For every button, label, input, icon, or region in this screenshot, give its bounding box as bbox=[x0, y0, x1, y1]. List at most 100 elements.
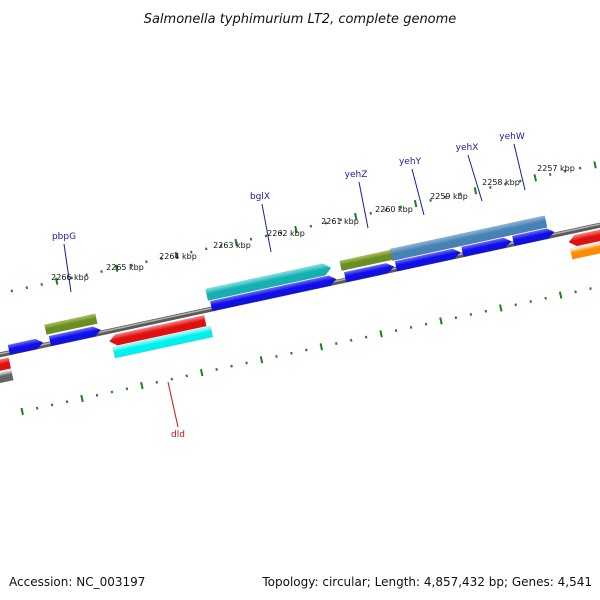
tick-mark bbox=[519, 179, 522, 183]
tick-mark bbox=[399, 205, 402, 209]
tick-label: 2261 kbp bbox=[321, 217, 359, 226]
tick-marks bbox=[10, 161, 597, 416]
tick-mark bbox=[35, 406, 39, 410]
feature-gene bbox=[205, 263, 332, 301]
tick-mark bbox=[558, 291, 563, 299]
tick-mark bbox=[563, 169, 567, 173]
tick-mark bbox=[593, 161, 597, 169]
tick-mark bbox=[100, 270, 103, 273]
tick-mark bbox=[170, 377, 174, 381]
tick-mark bbox=[215, 367, 218, 371]
tick-mark bbox=[140, 381, 144, 390]
tick-mark bbox=[190, 250, 193, 254]
tick-mark bbox=[589, 287, 592, 291]
genome-summary: Topology: circular; Length: 4,857,432 bp… bbox=[261, 575, 592, 589]
tick-mark bbox=[25, 286, 29, 290]
tick-label: 2266 kbp bbox=[51, 273, 89, 282]
gene-label-yehW: yehW bbox=[499, 132, 525, 142]
tick-mark bbox=[484, 309, 488, 313]
gene-leader-line bbox=[261, 203, 272, 253]
tick-labels: 2257 kbp 2258 kbp 2259 kbp 2260 kbp 2261 kbp… bbox=[51, 164, 575, 282]
feature-gene bbox=[568, 225, 600, 247]
tick-mark bbox=[174, 251, 179, 259]
tick-mark bbox=[65, 400, 69, 404]
tick-mark bbox=[145, 260, 148, 264]
tick-mark bbox=[548, 173, 552, 176]
tick-mark bbox=[394, 329, 398, 333]
tick-mark bbox=[319, 343, 324, 351]
tick-mark bbox=[290, 351, 293, 355]
feature-gene bbox=[44, 313, 98, 335]
tick-label: 2265 kbp bbox=[106, 263, 144, 272]
tick-mark bbox=[413, 199, 418, 208]
gene-leader-line bbox=[358, 181, 369, 229]
tick-mark bbox=[444, 195, 447, 199]
gene-label-yehY: yehY bbox=[399, 157, 422, 167]
feature-gene bbox=[0, 357, 12, 374]
tick-mark bbox=[324, 221, 328, 225]
feature-cds bbox=[511, 228, 555, 247]
feature-gene bbox=[109, 315, 207, 346]
tick-mark bbox=[339, 218, 343, 222]
tick-mark bbox=[349, 338, 353, 342]
tick-mark bbox=[279, 231, 283, 235]
tick-label: 2262 kbp bbox=[267, 229, 305, 238]
tick-mark bbox=[20, 407, 24, 416]
tick-mark bbox=[264, 234, 268, 238]
map-title: Salmonella typhimurium LT2, complete gen… bbox=[144, 12, 457, 27]
feature-cds bbox=[343, 262, 395, 283]
tick-mark bbox=[429, 198, 432, 202]
tick-mark bbox=[125, 387, 129, 391]
tick-mark bbox=[275, 355, 278, 358]
tick-mark bbox=[95, 393, 99, 397]
gene-leader-line bbox=[167, 381, 179, 428]
tick-mark bbox=[249, 237, 253, 241]
tick-mark bbox=[110, 390, 114, 394]
tick-mark bbox=[40, 282, 43, 286]
gene-label-yehX: yehX bbox=[456, 143, 479, 153]
tick-mark bbox=[54, 277, 59, 285]
tick-mark bbox=[80, 394, 84, 403]
tick-mark bbox=[294, 225, 298, 234]
tick-mark bbox=[199, 369, 204, 377]
tick-mark bbox=[578, 166, 582, 170]
tick-mark bbox=[70, 276, 73, 280]
tick-label: 2260 kbp bbox=[375, 205, 413, 214]
tick-mark bbox=[424, 322, 428, 326]
tick-mark bbox=[384, 208, 387, 212]
gene-label-bglX: bglX bbox=[250, 192, 270, 202]
tick-mark bbox=[529, 300, 532, 303]
tick-mark bbox=[305, 348, 308, 352]
tick-mark bbox=[234, 238, 238, 247]
tick-mark bbox=[459, 192, 462, 196]
tick-mark bbox=[469, 313, 473, 316]
tick-mark bbox=[454, 316, 458, 320]
tick-mark bbox=[439, 317, 443, 325]
feature-cds bbox=[209, 275, 337, 312]
tick-mark bbox=[379, 330, 383, 338]
tick-label: 2264 kbp bbox=[159, 252, 197, 261]
feature-cds bbox=[394, 248, 461, 272]
gene-labels: yehW yehX yehY yehZ bglX pbpG dld bbox=[52, 132, 526, 440]
feature-cds bbox=[112, 325, 214, 359]
tick-label: 2263 kbp bbox=[213, 241, 251, 250]
tick-mark bbox=[473, 187, 478, 195]
tick-mark bbox=[10, 289, 14, 293]
tick-mark bbox=[489, 186, 492, 189]
feature-track bbox=[0, 215, 600, 386]
tick-mark bbox=[185, 374, 188, 378]
tick-mark bbox=[354, 212, 358, 221]
tick-mark bbox=[114, 264, 119, 272]
gene-label-yehZ: yehZ bbox=[345, 170, 368, 180]
tick-mark bbox=[574, 290, 577, 294]
feature-cds bbox=[0, 369, 14, 386]
gene-leader-line bbox=[63, 243, 72, 293]
tick-mark bbox=[85, 273, 88, 277]
tick-mark bbox=[155, 380, 159, 384]
feature-cds bbox=[48, 326, 102, 347]
tick-mark bbox=[204, 247, 208, 251]
tick-label: 2259 kbp bbox=[430, 192, 468, 201]
tick-mark bbox=[160, 257, 163, 261]
gene-leader-line bbox=[411, 168, 425, 216]
